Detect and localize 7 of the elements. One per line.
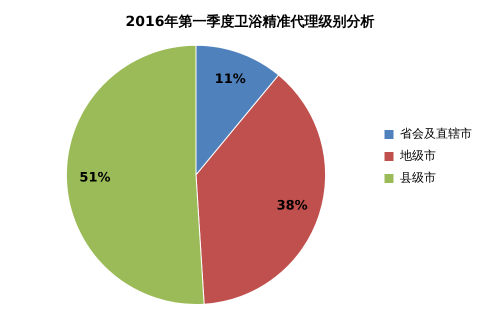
legend-label: 县级市 [400,170,436,185]
data-label: 51% [79,170,111,186]
legend-label: 省会及直辖市 [400,126,472,141]
data-label: 38% [276,198,308,214]
data-label: 11% [214,72,246,88]
chart-title: 2016年第一季度卫浴精准代理级别分析 [126,13,374,30]
legend-label: 地级市 [399,148,436,163]
